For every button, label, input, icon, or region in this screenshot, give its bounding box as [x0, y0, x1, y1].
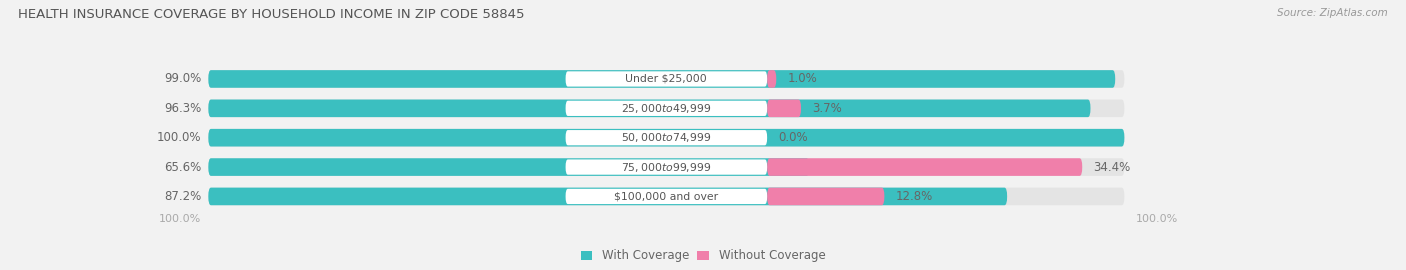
FancyBboxPatch shape: [565, 159, 768, 175]
FancyBboxPatch shape: [208, 100, 1125, 117]
Text: Under $25,000: Under $25,000: [626, 74, 707, 84]
FancyBboxPatch shape: [208, 158, 810, 176]
FancyBboxPatch shape: [565, 71, 768, 87]
Text: $50,000 to $74,999: $50,000 to $74,999: [621, 131, 711, 144]
FancyBboxPatch shape: [768, 100, 801, 117]
Text: Source: ZipAtlas.com: Source: ZipAtlas.com: [1277, 8, 1388, 18]
Text: 0.0%: 0.0%: [778, 131, 807, 144]
Text: 3.7%: 3.7%: [813, 102, 842, 115]
FancyBboxPatch shape: [208, 188, 1007, 205]
Text: 65.6%: 65.6%: [163, 161, 201, 174]
Text: 96.3%: 96.3%: [163, 102, 201, 115]
Text: $75,000 to $99,999: $75,000 to $99,999: [621, 161, 711, 174]
FancyBboxPatch shape: [208, 70, 1125, 88]
FancyBboxPatch shape: [208, 188, 1125, 205]
FancyBboxPatch shape: [768, 70, 776, 88]
FancyBboxPatch shape: [768, 188, 884, 205]
Text: $25,000 to $49,999: $25,000 to $49,999: [621, 102, 711, 115]
FancyBboxPatch shape: [208, 129, 1125, 147]
Text: 87.2%: 87.2%: [163, 190, 201, 203]
FancyBboxPatch shape: [208, 129, 1125, 147]
FancyBboxPatch shape: [768, 158, 1083, 176]
FancyBboxPatch shape: [208, 70, 1115, 88]
FancyBboxPatch shape: [565, 189, 768, 204]
Text: HEALTH INSURANCE COVERAGE BY HOUSEHOLD INCOME IN ZIP CODE 58845: HEALTH INSURANCE COVERAGE BY HOUSEHOLD I…: [18, 8, 524, 21]
Text: $100,000 and over: $100,000 and over: [614, 191, 718, 201]
Text: 100.0%: 100.0%: [156, 131, 201, 144]
Legend: With Coverage, Without Coverage: With Coverage, Without Coverage: [581, 249, 825, 262]
FancyBboxPatch shape: [565, 130, 768, 145]
Text: 100.0%: 100.0%: [1136, 214, 1178, 224]
Text: 99.0%: 99.0%: [163, 72, 201, 86]
Text: 100.0%: 100.0%: [159, 214, 201, 224]
Text: 34.4%: 34.4%: [1094, 161, 1130, 174]
FancyBboxPatch shape: [208, 100, 1091, 117]
Text: 12.8%: 12.8%: [896, 190, 932, 203]
FancyBboxPatch shape: [208, 158, 1125, 176]
FancyBboxPatch shape: [565, 101, 768, 116]
Text: 1.0%: 1.0%: [787, 72, 817, 86]
